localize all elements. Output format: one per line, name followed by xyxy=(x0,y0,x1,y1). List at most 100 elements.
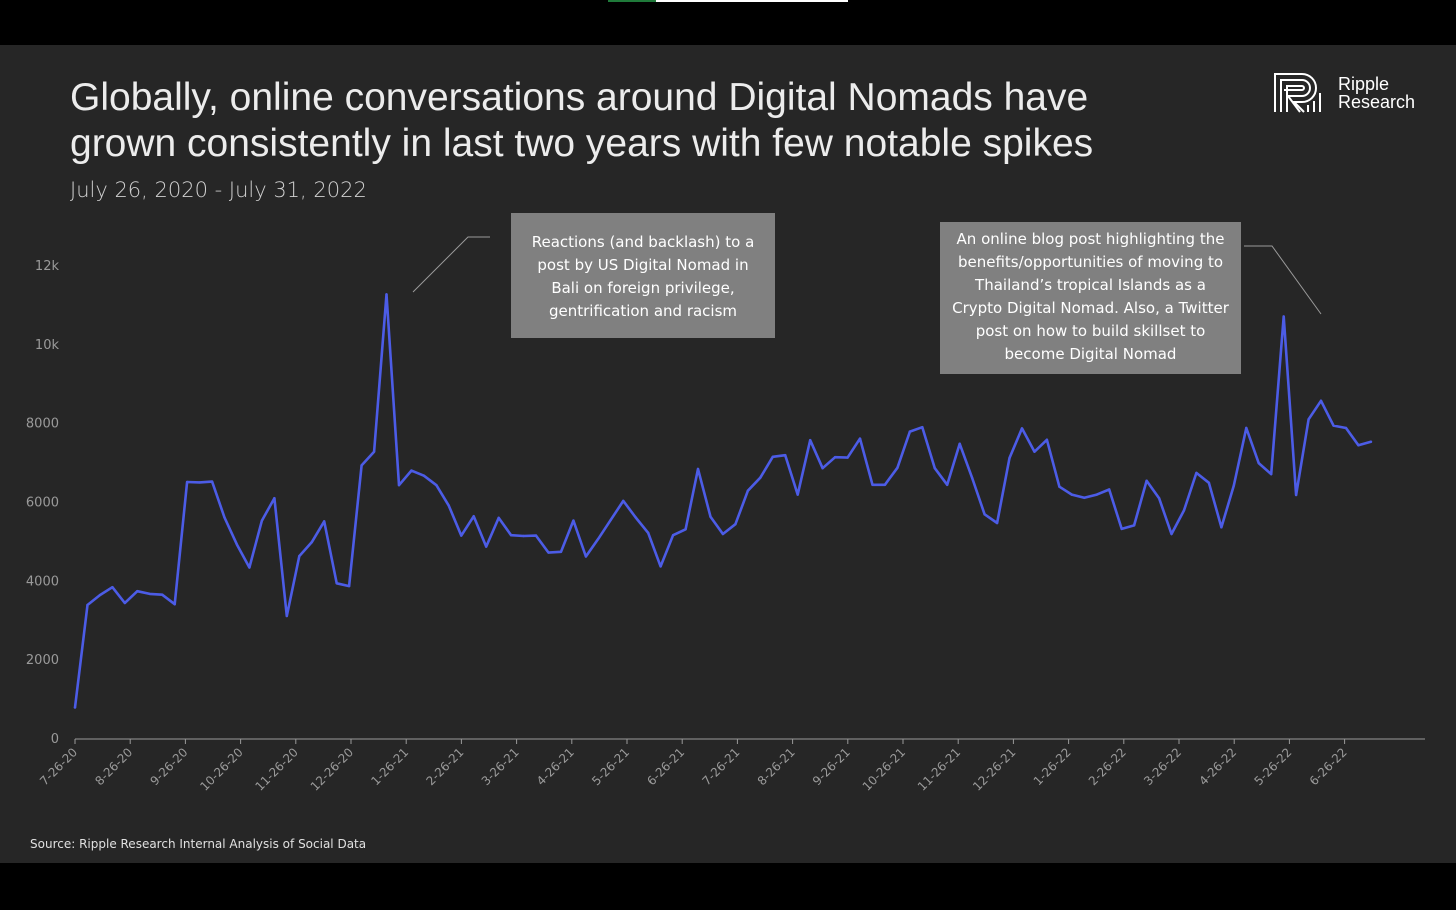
data-point xyxy=(721,532,725,536)
x-tick-label: 10-26-20 xyxy=(197,745,245,793)
annotation-leader-2 xyxy=(1244,245,1322,315)
data-point xyxy=(98,593,102,597)
data-point xyxy=(1008,456,1011,460)
x-tick-label: 6-26-22 xyxy=(1307,745,1350,788)
data-point xyxy=(422,474,426,477)
data-point xyxy=(1207,481,1211,484)
ripple-research-logo: Ripple Research xyxy=(1272,71,1432,117)
data-point xyxy=(235,543,239,546)
chart-slide: Globally, online conversations around Di… xyxy=(0,45,1456,863)
logo-text-line-2: Research xyxy=(1338,92,1416,112)
data-point xyxy=(709,515,712,518)
logo-text: Ripple Research xyxy=(1338,75,1415,111)
data-point xyxy=(659,565,662,568)
logo-text-line-1: Ripple xyxy=(1338,74,1390,94)
data-point xyxy=(484,545,488,548)
annotation-box-1: Reactions (and backlash) to a post by US… xyxy=(511,213,775,338)
data-point xyxy=(86,603,89,607)
data-point xyxy=(584,555,588,558)
data-point xyxy=(871,483,874,486)
data-point xyxy=(1294,493,1298,497)
data-point xyxy=(958,442,961,445)
data-point xyxy=(746,489,750,492)
y-tick-label: 8000 xyxy=(26,417,59,432)
top-progress-strip xyxy=(608,0,848,2)
data-point xyxy=(372,450,376,453)
data-point xyxy=(248,566,251,569)
chart-subtitle: July 26, 2020 - July 31, 2022 xyxy=(70,178,367,202)
top-progress-accent xyxy=(608,0,656,2)
data-point xyxy=(846,456,849,459)
y-tick-label: 2000 xyxy=(26,653,59,668)
data-point xyxy=(883,483,887,486)
x-tick-label: 11-26-20 xyxy=(253,745,301,793)
data-point xyxy=(260,519,264,522)
x-tick-label: 9-26-20 xyxy=(147,745,190,788)
data-point xyxy=(1083,496,1086,499)
data-point xyxy=(1307,418,1310,421)
data-point xyxy=(1220,526,1223,529)
data-point xyxy=(497,516,500,520)
data-point xyxy=(1145,479,1148,483)
data-point xyxy=(1344,426,1348,430)
data-point xyxy=(223,516,226,519)
chart-title: Globally, online conversations around Di… xyxy=(70,75,1220,167)
data-point xyxy=(298,554,301,558)
x-tick-label: 3-26-22 xyxy=(1141,745,1184,788)
x-tick-label: 1-26-22 xyxy=(1031,745,1074,788)
data-point xyxy=(609,518,613,522)
data-point xyxy=(734,522,737,526)
data-point xyxy=(323,520,326,523)
data-point xyxy=(908,430,912,433)
data-point xyxy=(335,582,338,585)
data-point xyxy=(946,483,949,486)
line-chart: 0 2000 4000 6000 8000 10k 12k 7-26-20 8-26-20 9-2… xyxy=(26,236,1425,794)
annotation-leader-1 xyxy=(412,236,490,293)
y-tick-label: 10k xyxy=(35,338,60,353)
data-point xyxy=(684,528,687,531)
data-point xyxy=(1332,424,1335,427)
data-point xyxy=(821,467,824,470)
x-tick-label: 9-26-21 xyxy=(810,745,853,788)
data-point xyxy=(136,589,139,593)
source-note: Source: Ripple Research Internal Analysi… xyxy=(30,837,367,851)
data-point xyxy=(1245,426,1248,430)
data-point xyxy=(522,534,525,538)
data-point xyxy=(808,439,812,442)
data-point xyxy=(995,521,999,525)
y-tick-label: 0 xyxy=(51,732,59,747)
y-tick-label: 12k xyxy=(35,259,60,274)
data-point xyxy=(1157,496,1161,500)
data-point xyxy=(896,466,899,470)
data-point xyxy=(1270,472,1273,476)
data-point xyxy=(1120,527,1123,531)
data-point xyxy=(858,437,862,440)
x-tick-label: 10-26-21 xyxy=(860,745,908,793)
data-point xyxy=(622,499,625,503)
y-tick-label: 6000 xyxy=(26,496,59,511)
data-point xyxy=(671,534,675,537)
x-tick-label: 12-26-20 xyxy=(308,745,356,793)
data-point xyxy=(646,531,650,535)
chart-title-line-1: Globally, online conversations around Di… xyxy=(70,76,1089,119)
ripple-logo-icon xyxy=(1274,73,1321,113)
data-point xyxy=(559,550,563,553)
data-point xyxy=(534,534,538,537)
x-tick-label: 8-26-21 xyxy=(755,745,798,788)
data-point xyxy=(784,454,787,457)
data-point xyxy=(509,534,513,537)
data-point xyxy=(921,426,924,429)
data-point xyxy=(597,537,600,540)
data-point xyxy=(310,541,313,544)
data-point xyxy=(970,476,974,480)
data-point xyxy=(397,483,401,487)
x-tick-label: 7-26-20 xyxy=(37,745,80,788)
data-point xyxy=(696,467,700,471)
data-point xyxy=(759,476,762,479)
x-tick-label: 2-26-22 xyxy=(1086,745,1129,788)
chart-title-line-2: grown consistently in last two years wit… xyxy=(70,122,1094,165)
data-point xyxy=(360,464,363,467)
data-point xyxy=(73,706,77,709)
data-point xyxy=(111,586,114,589)
data-point xyxy=(185,480,189,484)
